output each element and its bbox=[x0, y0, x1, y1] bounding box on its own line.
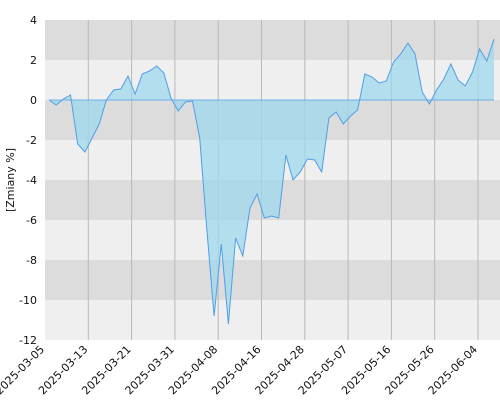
series-line bbox=[48, 38, 495, 325]
y-tick-label: -12 bbox=[19, 334, 37, 347]
y-tick-label: 2 bbox=[30, 54, 37, 67]
y-axis-ticks: 4 2 0 -2 -4 -6 -8 -10 -12 bbox=[19, 14, 37, 347]
x-axis-ticks: 2025-03-052025-03-132025-03-212025-03-31… bbox=[0, 343, 480, 397]
y-tick-label: 4 bbox=[30, 14, 37, 27]
y-tick-label: -4 bbox=[26, 174, 37, 187]
series-area bbox=[49, 39, 494, 324]
y-tick-label: -2 bbox=[26, 134, 37, 147]
vertical-gridlines bbox=[87, 20, 479, 340]
plot-band bbox=[45, 300, 500, 340]
plot-band bbox=[45, 260, 500, 300]
y-tick-label: -6 bbox=[26, 214, 37, 227]
y-tick-label: -10 bbox=[19, 294, 37, 307]
y-tick-label: 0 bbox=[30, 94, 37, 107]
y-axis-label: [Zmiany %] bbox=[4, 148, 17, 212]
y-tick-label: -8 bbox=[26, 254, 37, 267]
plot-band bbox=[45, 220, 500, 260]
plot-band bbox=[45, 20, 500, 60]
